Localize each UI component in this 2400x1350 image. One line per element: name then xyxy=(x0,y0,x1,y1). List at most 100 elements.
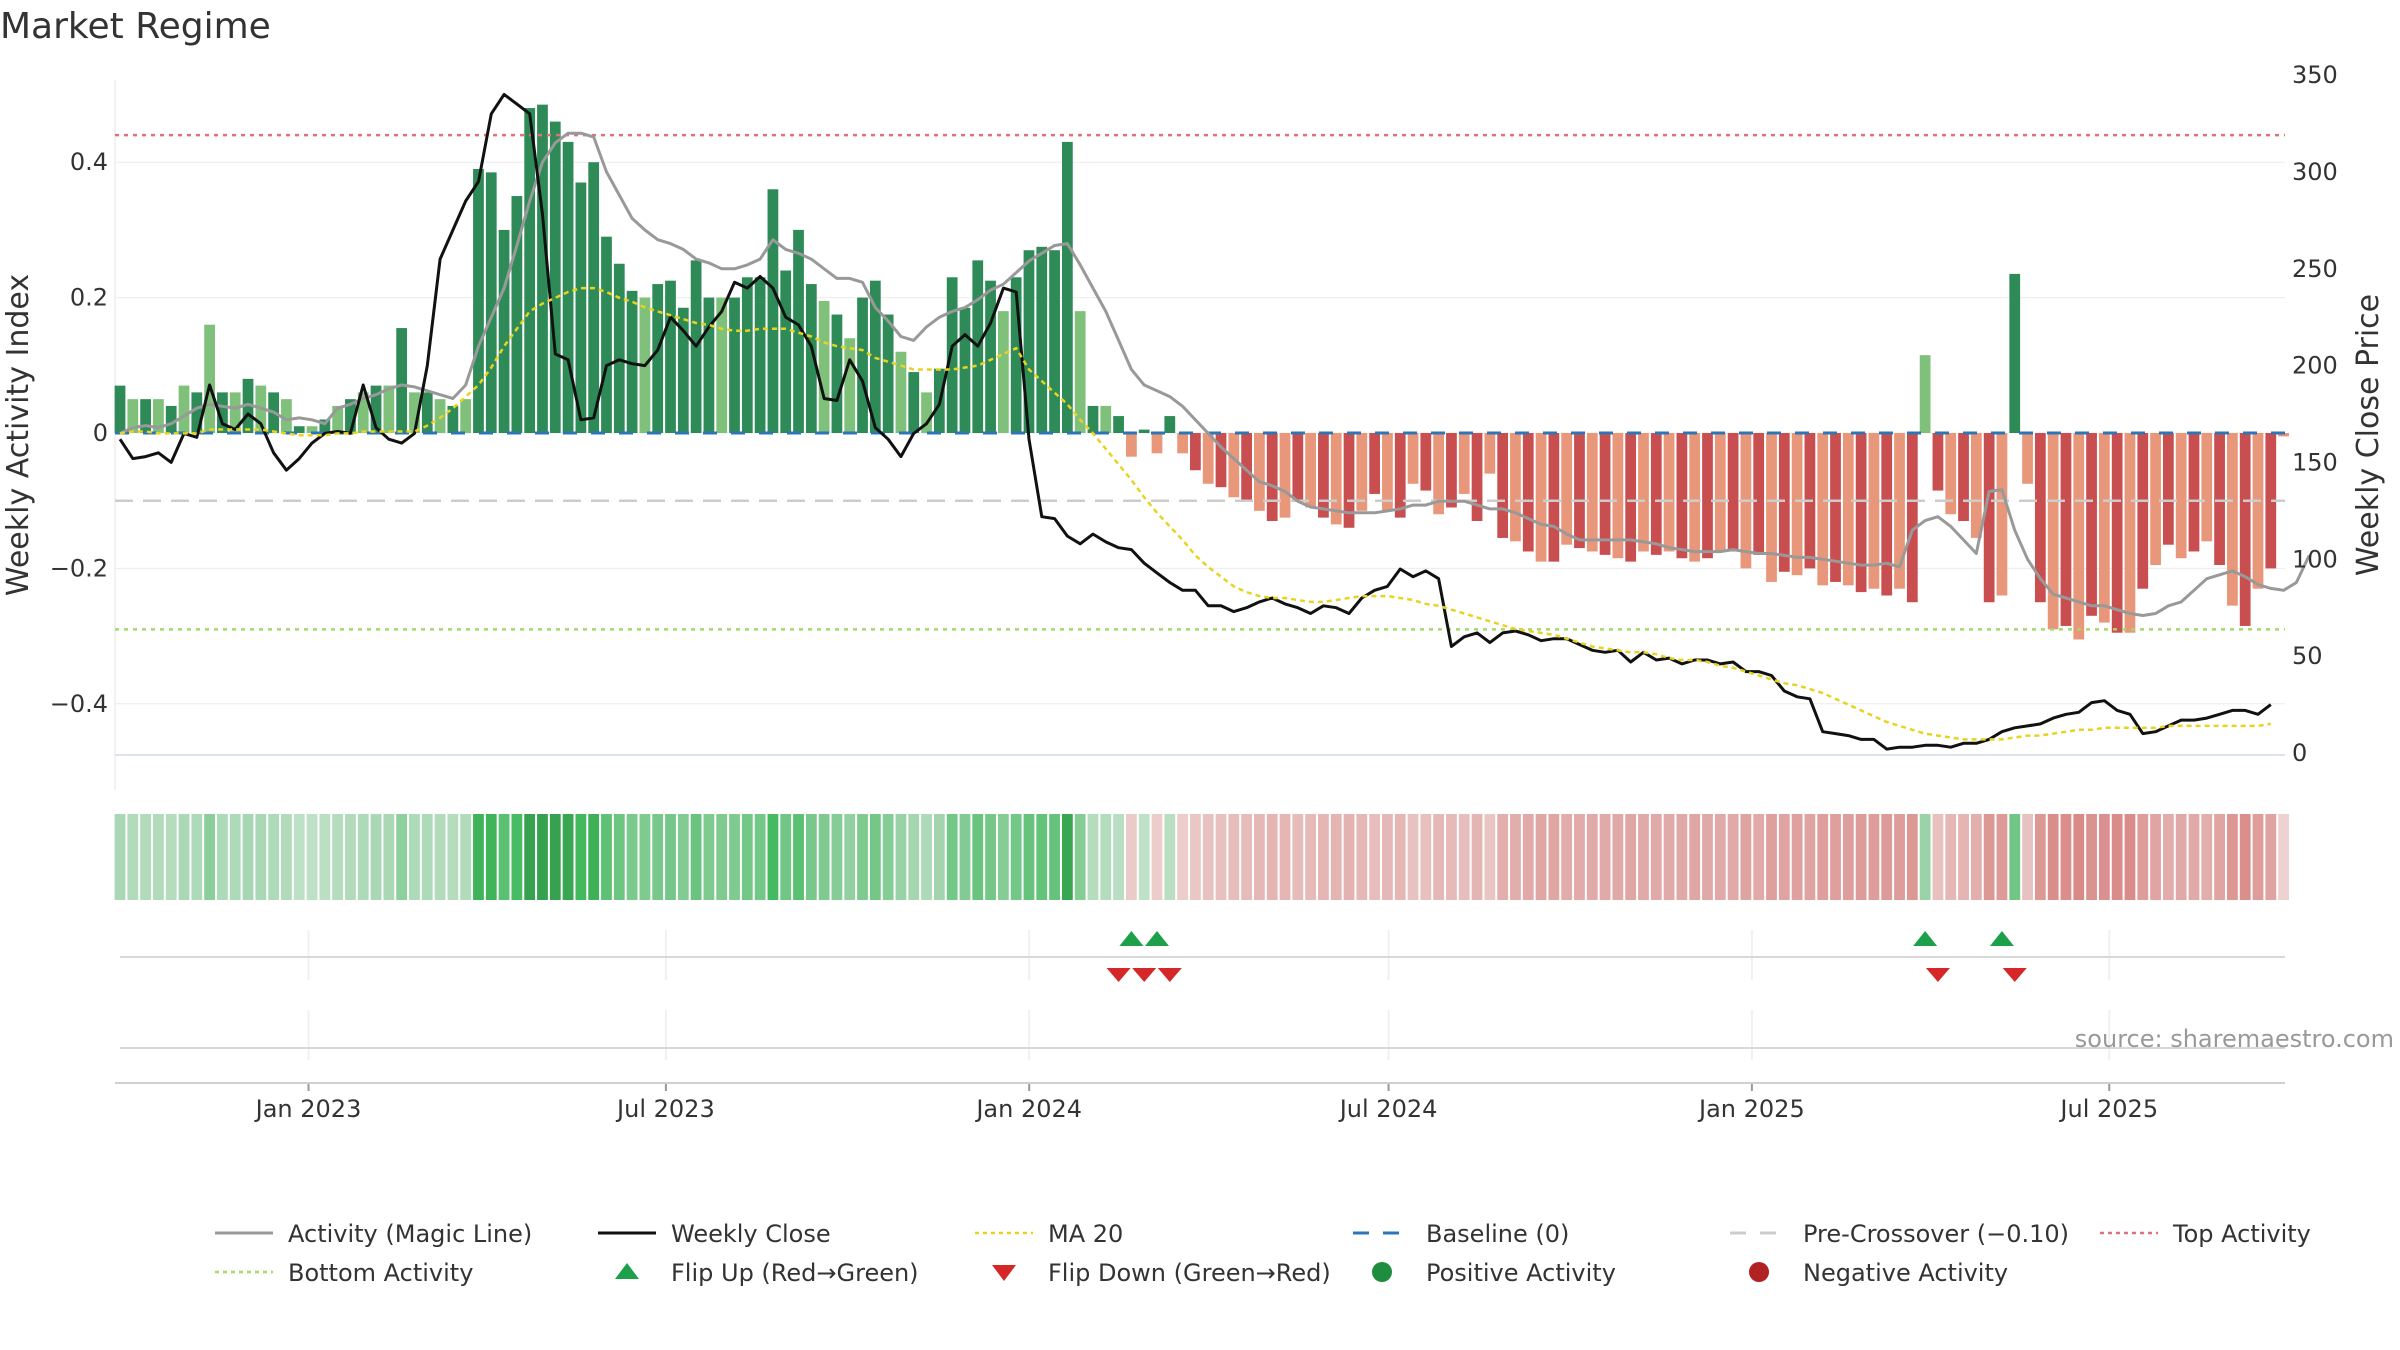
regime-cell xyxy=(741,814,753,900)
activity-bar xyxy=(1727,433,1739,552)
activity-bar xyxy=(1369,433,1381,494)
legend-label: Flip Up (Red→Green) xyxy=(671,1259,919,1287)
activity-bar xyxy=(1343,433,1355,528)
activity-bar xyxy=(2150,433,2161,566)
regime-cell xyxy=(1881,814,1893,900)
regime-cell xyxy=(882,814,894,900)
regime-cell xyxy=(1279,814,1291,900)
activity-bar xyxy=(575,182,587,433)
activity-bar xyxy=(306,426,318,433)
activity-bar xyxy=(2252,433,2264,589)
activity-bar xyxy=(1061,141,1073,433)
regime-cell xyxy=(357,814,369,900)
activity-bar xyxy=(1356,433,1368,511)
regime-cell xyxy=(1049,814,1060,900)
activity-bar xyxy=(204,324,215,433)
regime-cell xyxy=(2098,814,2110,900)
regime-cell xyxy=(447,814,459,900)
activity-bar xyxy=(1932,433,1944,491)
flip-up-marker xyxy=(1989,931,2014,946)
regime-cell xyxy=(1266,814,1278,900)
regime-cell xyxy=(319,814,331,900)
regime-cell xyxy=(217,814,228,900)
regime-cell xyxy=(895,814,907,900)
y-right-tick-label: 250 xyxy=(2292,255,2338,283)
regime-cell xyxy=(1548,814,1560,900)
regime-cell xyxy=(1983,814,1995,900)
flip-down-marker xyxy=(1157,968,1182,982)
activity-bars xyxy=(114,104,2289,640)
regime-cell xyxy=(1471,814,1483,900)
y-left-tick-label: −0.4 xyxy=(50,690,108,718)
regime-cell xyxy=(639,814,651,900)
grid-lines xyxy=(114,80,2285,1060)
regime-cell xyxy=(204,814,216,900)
regime-cell xyxy=(1100,814,1112,900)
regime-cell xyxy=(946,814,958,900)
regime-cell xyxy=(677,814,689,900)
regime-cell xyxy=(1522,814,1534,900)
activity-bar xyxy=(1471,433,1483,522)
activity-bar xyxy=(191,392,203,433)
regime-cell xyxy=(575,814,587,900)
regime-cell xyxy=(1830,814,1841,900)
activity-bar xyxy=(652,284,664,433)
regime-cell xyxy=(332,814,344,900)
activity-bar xyxy=(153,399,164,433)
activity-bar xyxy=(1202,433,1214,484)
activity-bar xyxy=(1766,433,1777,582)
regime-cell xyxy=(2252,814,2264,900)
regime-cell xyxy=(1458,814,1470,900)
activity-bar xyxy=(703,297,715,433)
regime-cell xyxy=(1356,814,1368,900)
regime-cell xyxy=(2124,814,2136,900)
regime-cell xyxy=(2022,814,2033,900)
activity-bar xyxy=(626,290,638,433)
activity-bar xyxy=(1407,433,1419,484)
activity-bar xyxy=(2073,433,2085,640)
activity-bar xyxy=(1561,433,1573,545)
regime-cell xyxy=(537,814,548,900)
activity-bar xyxy=(1842,433,1854,586)
regime-strip xyxy=(114,814,2289,900)
regime-cell xyxy=(2150,814,2161,900)
activity-bar xyxy=(332,405,344,433)
regime-cell xyxy=(1535,814,1547,900)
regime-cell xyxy=(2239,814,2251,900)
regime-cell xyxy=(805,814,817,900)
legend-label: Weekly Close xyxy=(671,1220,831,1248)
regime-cell xyxy=(1113,814,1124,900)
x-tick-label: Jul 2023 xyxy=(615,1095,715,1123)
legend: Activity (Magic Line) Weekly Close MA 20 Ba… xyxy=(215,1220,2311,1287)
activity-bar xyxy=(1190,433,1201,471)
regime-cell xyxy=(383,814,395,900)
activity-bar xyxy=(1318,433,1329,518)
activity-bar xyxy=(1817,433,1829,586)
regime-cell xyxy=(1663,814,1675,900)
dot-icon xyxy=(1749,1262,1769,1282)
activity-bar xyxy=(562,141,574,433)
flip-markers xyxy=(115,931,2285,1084)
y-right-axis-label: Weekly Close Price xyxy=(2351,294,2386,576)
activity-bar xyxy=(1599,433,1611,555)
activity-bar xyxy=(2034,433,2046,603)
activity-bar xyxy=(1113,416,1124,433)
activity-bar xyxy=(2201,433,2213,542)
activity-bar xyxy=(1164,416,1176,433)
legend-label: Negative Activity xyxy=(1803,1259,2008,1287)
legend-item: Positive Activity xyxy=(1372,1259,1616,1287)
activity-bar xyxy=(1522,433,1534,552)
activity-bar xyxy=(1228,433,1240,498)
regime-cell xyxy=(421,814,433,900)
activity-bar xyxy=(895,351,907,433)
activity-bar xyxy=(2278,433,2289,437)
activity-bar xyxy=(665,280,676,433)
y-left-tick-label: 0.2 xyxy=(70,284,108,312)
activity-bar xyxy=(1919,355,1931,433)
activity-bar xyxy=(601,236,612,433)
activity-bar xyxy=(434,399,446,433)
activity-bar xyxy=(1241,433,1252,501)
regime-cell xyxy=(1228,814,1240,900)
activity-bar xyxy=(831,314,843,433)
